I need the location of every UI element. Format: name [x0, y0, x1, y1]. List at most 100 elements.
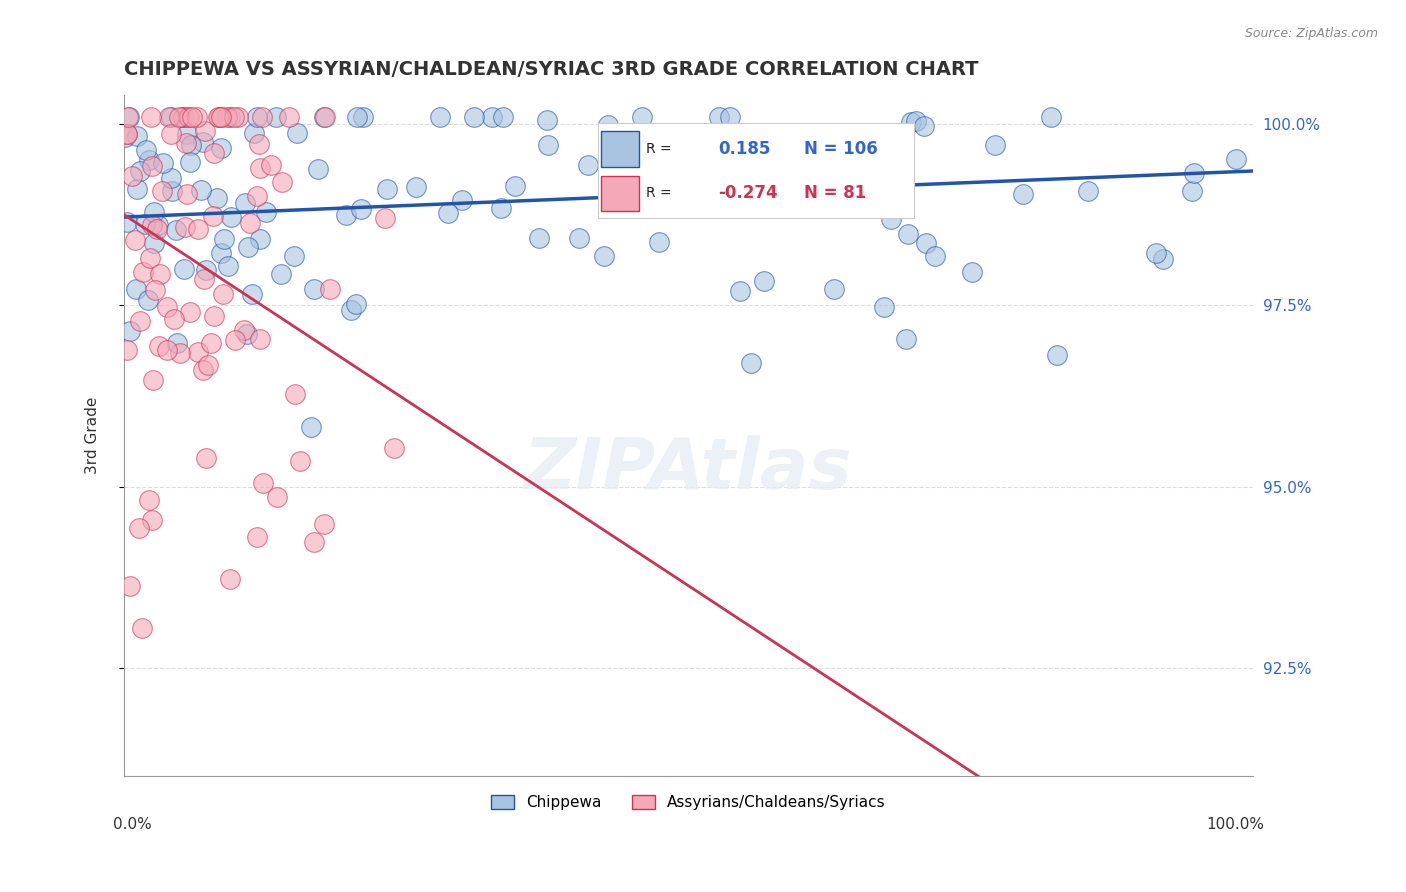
Chippewa [631, 110, 654, 124]
Assyrians/Chaldeans/Syriacs [176, 187, 198, 202]
Chippewa [1182, 166, 1205, 180]
Chippewa [350, 202, 373, 216]
Chippewa [249, 232, 271, 246]
Chippewa [217, 259, 239, 273]
Chippewa [246, 110, 269, 124]
Chippewa [578, 158, 600, 172]
Chippewa [148, 218, 170, 232]
Chippewa [218, 110, 240, 124]
Chippewa [118, 110, 141, 124]
Chippewa [463, 110, 485, 124]
Chippewa [489, 201, 512, 215]
Legend: Chippewa, Assyrians/Chaldeans/Syriacs: Chippewa, Assyrians/Chaldeans/Syriacs [485, 789, 891, 816]
Assyrians/Chaldeans/Syriacs [200, 335, 222, 350]
Assyrians/Chaldeans/Syriacs [284, 387, 307, 401]
Assyrians/Chaldeans/Syriacs [239, 216, 262, 230]
Assyrians/Chaldeans/Syriacs [117, 110, 139, 124]
Chippewa [212, 232, 235, 246]
Assyrians/Chaldeans/Syriacs [121, 169, 143, 183]
Chippewa [134, 217, 156, 231]
Assyrians/Chaldeans/Syriacs [195, 450, 218, 465]
Assyrians/Chaldeans/Syriacs [156, 300, 179, 314]
Assyrians/Chaldeans/Syriacs [193, 271, 215, 285]
Assyrians/Chaldeans/Syriacs [148, 339, 170, 353]
Assyrians/Chaldeans/Syriacs [228, 110, 250, 124]
Chippewa [1144, 246, 1167, 260]
Assyrians/Chaldeans/Syriacs [124, 233, 146, 247]
Assyrians/Chaldeans/Syriacs [186, 110, 208, 124]
Assyrians/Chaldeans/Syriacs [209, 110, 232, 124]
Chippewa [912, 119, 935, 133]
Chippewa [503, 179, 526, 194]
Assyrians/Chaldeans/Syriacs [211, 286, 233, 301]
Assyrians/Chaldeans/Syriacs [172, 110, 194, 124]
Chippewa [405, 179, 427, 194]
Assyrians/Chaldeans/Syriacs [319, 282, 342, 296]
Assyrians/Chaldeans/Syriacs [224, 334, 246, 348]
Chippewa [120, 324, 142, 338]
Y-axis label: 3rd Grade: 3rd Grade [86, 397, 100, 475]
Assyrians/Chaldeans/Syriacs [174, 136, 197, 150]
Text: 100.0%: 100.0% [1206, 817, 1264, 832]
Assyrians/Chaldeans/Syriacs [117, 343, 139, 358]
Chippewa [900, 115, 922, 129]
Assyrians/Chaldeans/Syriacs [150, 184, 173, 198]
Chippewa [195, 263, 218, 277]
Assyrians/Chaldeans/Syriacs [120, 579, 142, 593]
Chippewa [190, 183, 212, 197]
Chippewa [437, 206, 460, 220]
Chippewa [914, 235, 936, 250]
Chippewa [254, 205, 277, 219]
Assyrians/Chaldeans/Syriacs [202, 309, 225, 323]
Chippewa [114, 129, 136, 144]
Chippewa [728, 284, 751, 298]
Chippewa [904, 113, 927, 128]
Chippewa [209, 141, 232, 155]
Assyrians/Chaldeans/Syriacs [141, 159, 163, 173]
Chippewa [209, 245, 232, 260]
Chippewa [718, 110, 741, 124]
Chippewa [191, 135, 214, 149]
Assyrians/Chaldeans/Syriacs [232, 322, 254, 336]
Assyrians/Chaldeans/Syriacs [219, 572, 242, 586]
Assyrians/Chaldeans/Syriacs [142, 373, 165, 387]
Chippewa [593, 249, 616, 263]
Assyrians/Chaldeans/Syriacs [252, 476, 274, 491]
Chippewa [481, 110, 503, 124]
Chippewa [173, 261, 195, 276]
Chippewa [152, 156, 174, 170]
Chippewa [179, 155, 201, 169]
Assyrians/Chaldeans/Syriacs [131, 622, 153, 636]
Chippewa [823, 282, 845, 296]
Chippewa [529, 231, 551, 245]
Assyrians/Chaldeans/Syriacs [208, 110, 231, 124]
Chippewa [689, 145, 711, 159]
Assyrians/Chaldeans/Syriacs [179, 304, 201, 318]
Assyrians/Chaldeans/Syriacs [132, 264, 155, 278]
Chippewa [1046, 348, 1069, 362]
Assyrians/Chaldeans/Syriacs [177, 110, 200, 124]
Chippewa [856, 150, 879, 164]
Chippewa [299, 420, 322, 434]
Assyrians/Chaldeans/Syriacs [169, 110, 191, 124]
Chippewa [159, 110, 181, 124]
Chippewa [873, 300, 896, 314]
Chippewa [143, 204, 166, 219]
Chippewa [1077, 184, 1099, 198]
Chippewa [162, 184, 184, 198]
Assyrians/Chaldeans/Syriacs [249, 161, 271, 175]
Chippewa [344, 297, 367, 311]
Assyrians/Chaldeans/Syriacs [250, 110, 273, 124]
Chippewa [176, 127, 198, 141]
Assyrians/Chaldeans/Syriacs [180, 110, 202, 124]
Chippewa [115, 215, 138, 229]
Assyrians/Chaldeans/Syriacs [157, 110, 180, 124]
Chippewa [648, 235, 671, 250]
Chippewa [962, 265, 984, 279]
Assyrians/Chaldeans/Syriacs [260, 158, 283, 172]
Chippewa [125, 182, 148, 196]
Assyrians/Chaldeans/Syriacs [314, 110, 336, 124]
Chippewa [172, 110, 194, 124]
Chippewa [142, 236, 165, 251]
Chippewa [429, 110, 451, 124]
